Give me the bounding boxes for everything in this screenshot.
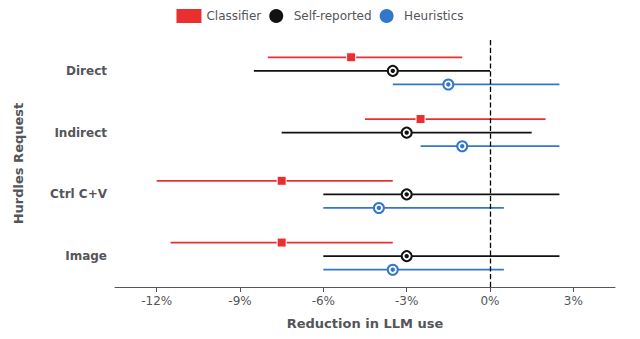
- svg-text:Reduction in LLM use: Reduction in LLM use: [287, 316, 444, 331]
- svg-text:-6%: -6%: [312, 294, 335, 308]
- svg-text:Self-reported: Self-reported: [294, 9, 372, 23]
- svg-text:-9%: -9%: [228, 294, 251, 308]
- svg-text:Image: Image: [65, 249, 107, 263]
- svg-text:Indirect: Indirect: [54, 126, 107, 140]
- svg-text:3%: 3%: [564, 294, 583, 308]
- svg-text:Direct: Direct: [66, 64, 107, 78]
- svg-text:0%: 0%: [480, 294, 499, 308]
- svg-text:Classifier: Classifier: [206, 9, 261, 23]
- svg-text:Heuristics: Heuristics: [404, 9, 463, 23]
- svg-text:Ctrl C+V: Ctrl C+V: [50, 187, 108, 201]
- svg-text:-3%: -3%: [395, 294, 418, 308]
- svg-text:-12%: -12%: [141, 294, 172, 308]
- svg-text:Hurdles Request: Hurdles Request: [11, 103, 26, 225]
